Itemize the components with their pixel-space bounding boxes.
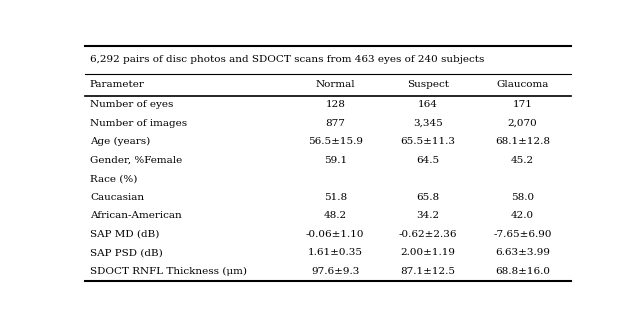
Text: Race (%): Race (%) xyxy=(90,174,138,183)
Text: 64.5: 64.5 xyxy=(416,156,439,165)
Text: -0.06±1.10: -0.06±1.10 xyxy=(306,230,365,239)
Text: 164: 164 xyxy=(418,100,438,109)
Text: Glaucoma: Glaucoma xyxy=(496,80,548,89)
Text: 68.1±12.8: 68.1±12.8 xyxy=(495,137,550,146)
Text: -7.65±6.90: -7.65±6.90 xyxy=(493,230,552,239)
Text: 65.5±11.3: 65.5±11.3 xyxy=(400,137,455,146)
Text: 48.2: 48.2 xyxy=(324,211,347,220)
Text: 34.2: 34.2 xyxy=(416,211,439,220)
Text: 128: 128 xyxy=(325,100,345,109)
Text: 45.2: 45.2 xyxy=(511,156,534,165)
Text: Parameter: Parameter xyxy=(90,80,145,89)
Text: Normal: Normal xyxy=(316,80,355,89)
Text: Age (years): Age (years) xyxy=(90,137,150,147)
Text: 6,292 pairs of disc photos and SDOCT scans from 463 eyes of 240 subjects: 6,292 pairs of disc photos and SDOCT sca… xyxy=(90,55,484,64)
Text: 6.63±3.99: 6.63±3.99 xyxy=(495,248,550,257)
Text: 87.1±12.5: 87.1±12.5 xyxy=(400,267,455,276)
Text: 65.8: 65.8 xyxy=(416,193,439,202)
Text: 877: 877 xyxy=(325,119,345,128)
Text: SAP MD (dB): SAP MD (dB) xyxy=(90,230,159,239)
Text: 56.5±15.9: 56.5±15.9 xyxy=(308,137,363,146)
Text: 1.61±0.35: 1.61±0.35 xyxy=(308,248,363,257)
Text: 42.0: 42.0 xyxy=(511,211,534,220)
Text: 59.1: 59.1 xyxy=(324,156,347,165)
Text: 171: 171 xyxy=(513,100,532,109)
Text: 3,345: 3,345 xyxy=(413,119,442,128)
Text: SAP PSD (dB): SAP PSD (dB) xyxy=(90,248,163,257)
Text: 58.0: 58.0 xyxy=(511,193,534,202)
Text: 2.00±1.19: 2.00±1.19 xyxy=(400,248,455,257)
Text: Gender, %Female: Gender, %Female xyxy=(90,156,182,165)
Text: Number of images: Number of images xyxy=(90,119,187,128)
Text: Number of eyes: Number of eyes xyxy=(90,100,173,109)
Text: -0.62±2.36: -0.62±2.36 xyxy=(398,230,457,239)
Text: Caucasian: Caucasian xyxy=(90,193,144,202)
Text: 51.8: 51.8 xyxy=(324,193,347,202)
Text: 68.8±16.0: 68.8±16.0 xyxy=(495,267,550,276)
Text: African-American: African-American xyxy=(90,211,182,220)
Text: SDOCT RNFL Thickness (μm): SDOCT RNFL Thickness (μm) xyxy=(90,267,247,276)
Text: 2,070: 2,070 xyxy=(508,119,538,128)
Text: Suspect: Suspect xyxy=(406,80,449,89)
Text: 97.6±9.3: 97.6±9.3 xyxy=(311,267,360,276)
